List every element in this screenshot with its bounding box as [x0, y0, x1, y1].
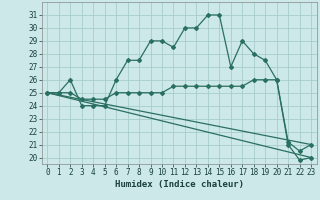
X-axis label: Humidex (Indice chaleur): Humidex (Indice chaleur) — [115, 180, 244, 189]
